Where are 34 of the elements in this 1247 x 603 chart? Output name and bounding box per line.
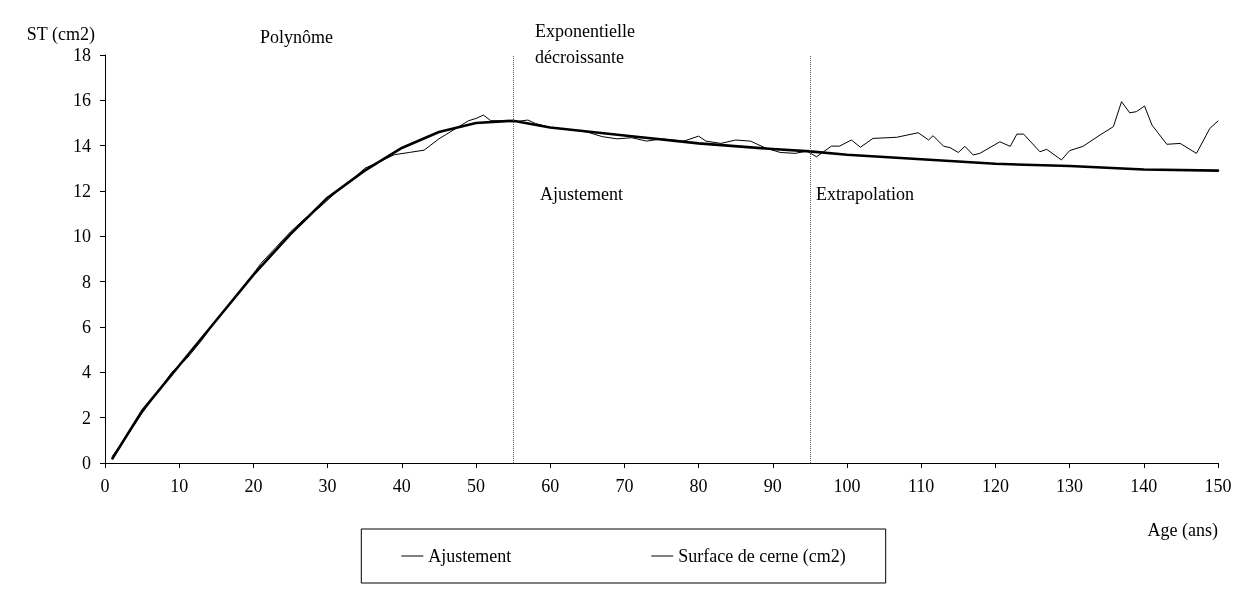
y-tick-label: 6 bbox=[82, 317, 91, 337]
y-tick-label: 12 bbox=[73, 181, 91, 201]
legend-label: Ajustement bbox=[428, 546, 512, 566]
legend-label: Surface de cerne (cm2) bbox=[678, 546, 846, 567]
annotation: Exponentielle décroissante bbox=[535, 21, 635, 67]
y-tick-label: 18 bbox=[73, 45, 91, 65]
x-tick-label: 100 bbox=[833, 476, 861, 496]
x-axis-title: Age (ans) bbox=[1147, 520, 1218, 541]
x-tick-label: 150 bbox=[1204, 476, 1232, 496]
x-tick-label: 20 bbox=[244, 476, 263, 496]
y-axis-title: ST (cm2) bbox=[26, 24, 95, 45]
x-tick-label: 140 bbox=[1130, 476, 1158, 496]
y-tick-label: 16 bbox=[73, 90, 91, 111]
x-tick-label: 90 bbox=[763, 476, 782, 496]
x-tick-label: 130 bbox=[1056, 476, 1084, 496]
y-tick-label: 14 bbox=[73, 135, 91, 156]
y-tick-label: 4 bbox=[82, 362, 91, 383]
x-tick-label: 10 bbox=[170, 476, 189, 496]
x-tick-label: 50 bbox=[467, 476, 485, 496]
y-tick-label: 0 bbox=[82, 453, 91, 473]
y-tick-label: 10 bbox=[73, 226, 91, 247]
text: Polynôme bbox=[260, 27, 334, 47]
y-tick-label: 8 bbox=[82, 271, 91, 292]
y-tick-label: 2 bbox=[82, 407, 91, 428]
x-tick-label: 40 bbox=[392, 476, 411, 496]
x-tick-label: 110 bbox=[908, 476, 935, 496]
annotation: Ajustement bbox=[540, 184, 623, 204]
annotation: Extrapolation bbox=[816, 184, 914, 204]
x-tick-label: 70 bbox=[615, 476, 634, 496]
x-tick-label: 0 bbox=[100, 476, 110, 496]
x-tick-label: 80 bbox=[689, 476, 708, 496]
x-tick-label: 120 bbox=[981, 476, 1009, 496]
x-tick-label: 60 bbox=[541, 476, 560, 496]
x-tick-label: 30 bbox=[318, 476, 337, 496]
